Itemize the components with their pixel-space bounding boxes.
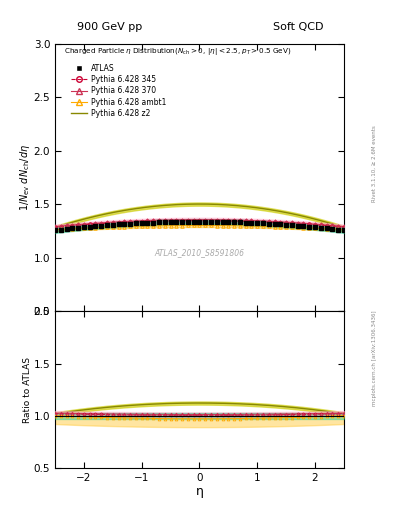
Text: Rivet 3.1.10, ≥ 2.6M events: Rivet 3.1.10, ≥ 2.6M events <box>372 125 377 202</box>
Legend: ATLAS, Pythia 6.428 345, Pythia 6.428 370, Pythia 6.428 ambt1, Pythia 6.428 z2: ATLAS, Pythia 6.428 345, Pythia 6.428 37… <box>68 61 170 121</box>
Y-axis label: $1/N_{\rm ev}\;dN_{\rm ch}/d\eta$: $1/N_{\rm ev}\;dN_{\rm ch}/d\eta$ <box>18 144 32 211</box>
Text: 900 GeV pp: 900 GeV pp <box>77 22 143 32</box>
Text: mcplots.cern.ch [arXiv:1306.3436]: mcplots.cern.ch [arXiv:1306.3436] <box>372 311 377 406</box>
Y-axis label: Ratio to ATLAS: Ratio to ATLAS <box>23 357 32 423</box>
X-axis label: η: η <box>195 485 204 498</box>
Text: Charged Particle$\,\eta$ Distribution($N_{\rm ch}>0$, $|\eta|<2.5$, $p_T>0.5$ Ge: Charged Particle$\,\eta$ Distribution($N… <box>64 46 291 57</box>
Text: ATLAS_2010_S8591806: ATLAS_2010_S8591806 <box>154 248 244 257</box>
Text: Soft QCD: Soft QCD <box>274 22 324 32</box>
